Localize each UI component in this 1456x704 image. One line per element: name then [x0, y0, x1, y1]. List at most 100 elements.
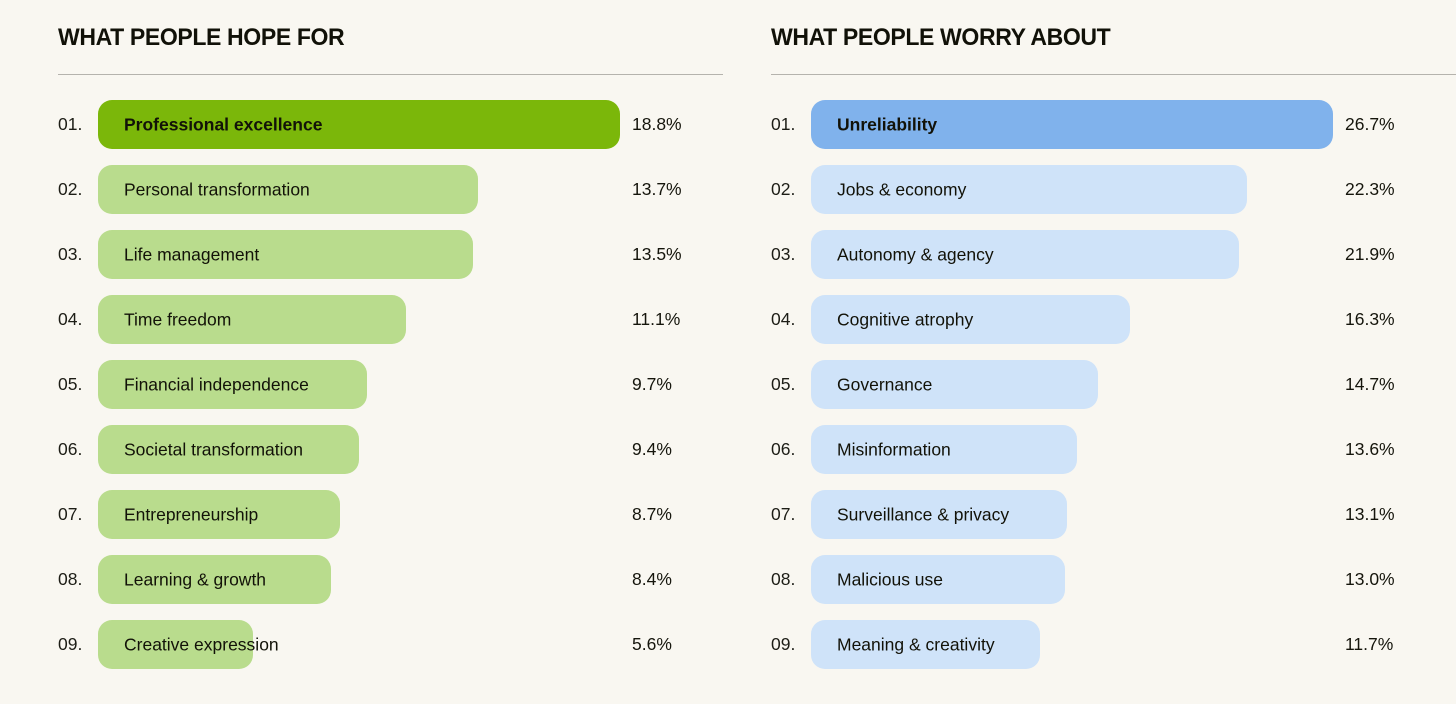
value-label: 13.1%: [1345, 504, 1395, 524]
value-label: 8.4%: [632, 569, 672, 589]
value-label: 26.7%: [1345, 114, 1395, 134]
chart-row: 08. Malicious use 13.0%: [771, 555, 1456, 604]
value-label: 11.7%: [1345, 634, 1394, 654]
chart-row: 06. Societal transformation 9.4%: [58, 425, 723, 474]
value-label: 13.7%: [632, 179, 682, 199]
bar-label: Unreliability: [837, 114, 938, 134]
value-label: 13.5%: [632, 244, 682, 264]
hopes-chart: WHAT PEOPLE HOPE FOR 01. Professional ex…: [58, 24, 723, 685]
value-label: 21.9%: [1345, 244, 1395, 264]
bar-track: Meaning & creativity: [811, 620, 1333, 669]
rank-label: 09.: [58, 634, 83, 654]
bar: [811, 490, 1068, 539]
bar-label: Personal transformation: [124, 179, 310, 199]
chart-row: 07. Surveillance & privacy 13.1%: [771, 490, 1456, 539]
hopes-chart-title: WHAT PEOPLE HOPE FOR: [58, 24, 345, 51]
bar-label: Professional excellence: [124, 114, 323, 134]
bar: [98, 555, 332, 604]
divider: [58, 74, 723, 75]
rank-label: 04.: [58, 309, 83, 329]
bar-track: Professional excellence: [98, 100, 620, 149]
bar-track: Unreliability: [811, 100, 1333, 149]
bar-track: Creative expression: [98, 620, 620, 669]
bar-label: Jobs & economy: [837, 179, 967, 199]
rank-label: 05.: [771, 374, 796, 394]
bar: [811, 425, 1077, 474]
chart-row: 04. Cognitive atrophy 16.3%: [771, 295, 1456, 344]
value-label: 18.8%: [632, 114, 682, 134]
bar-track: Societal transformation: [98, 425, 620, 474]
bar: [98, 295, 407, 344]
worries-chart-title: WHAT PEOPLE WORRY ABOUT: [771, 24, 1111, 51]
rank-label: 04.: [771, 309, 796, 329]
bar-label: Meaning & creativity: [837, 634, 995, 654]
chart-row: 05. Financial independence 9.7%: [58, 360, 723, 409]
bar-label: Entrepreneurship: [124, 504, 259, 524]
bar-track: Time freedom: [98, 295, 620, 344]
chart-row: 03. Life management 13.5%: [58, 230, 723, 279]
rows: 01. Unreliability 26.7% 02. Jobs & econo…: [771, 100, 1456, 669]
bar: [811, 620, 1040, 669]
bar-track: Entrepreneurship: [98, 490, 620, 539]
value-label: 14.7%: [1345, 374, 1395, 394]
bar-track: Surveillance & privacy: [811, 490, 1333, 539]
value-label: 13.6%: [1345, 439, 1395, 459]
bar: [811, 230, 1240, 279]
bar-label: Malicious use: [837, 569, 944, 589]
bar-label: Surveillance & privacy: [837, 504, 1010, 524]
bar-label: Time freedom: [124, 309, 232, 329]
value-label: 9.7%: [632, 374, 672, 394]
bar: [98, 230, 473, 279]
chart-row: 04. Time freedom 11.1%: [58, 295, 723, 344]
bar-label: Creative expression: [124, 634, 279, 654]
divider: [771, 74, 1456, 75]
rank-label: 01.: [58, 114, 83, 134]
bar-label: Cognitive atrophy: [837, 309, 974, 329]
rank-label: 08.: [771, 569, 796, 589]
bar-label: Life management: [124, 244, 260, 264]
bar: [98, 360, 368, 409]
chart-row: 05. Governance 14.7%: [771, 360, 1456, 409]
chart-row: 03. Autonomy & agency 21.9%: [771, 230, 1456, 279]
rank-label: 05.: [58, 374, 83, 394]
chart-row: 01. Professional excellence 18.8%: [58, 100, 723, 149]
chart-row: 09. Creative expression 5.6%: [58, 620, 723, 669]
bar: [98, 165, 479, 214]
infographic: WHAT PEOPLE HOPE FOR 01. Professional ex…: [58, 24, 1456, 685]
bar-track: Personal transformation: [98, 165, 620, 214]
bar: [811, 360, 1099, 409]
rank-label: 09.: [771, 634, 796, 654]
value-label: 13.0%: [1345, 569, 1395, 589]
bar-label: Misinformation: [837, 439, 951, 459]
chart-row: 09. Meaning & creativity 11.7%: [771, 620, 1456, 669]
rank-label: 06.: [58, 439, 83, 459]
rank-label: 02.: [771, 179, 796, 199]
bar-label: Financial independence: [124, 374, 309, 394]
bar-track: Financial independence: [98, 360, 620, 409]
chart-row: 02. Personal transformation 13.7%: [58, 165, 723, 214]
value-label: 8.7%: [632, 504, 672, 524]
value-label: 5.6%: [632, 634, 672, 654]
bar-track: Life management: [98, 230, 620, 279]
bar-label: Learning & growth: [124, 569, 267, 589]
bar-track: Autonomy & agency: [811, 230, 1333, 279]
bar-track: Governance: [811, 360, 1333, 409]
rank-label: 07.: [771, 504, 796, 524]
bar-track: Cognitive atrophy: [811, 295, 1333, 344]
bar-track: Misinformation: [811, 425, 1333, 474]
bar: [811, 165, 1247, 214]
rank-label: 03.: [58, 244, 83, 264]
bar-track: Jobs & economy: [811, 165, 1333, 214]
rank-label: 06.: [771, 439, 796, 459]
rows: 01. Professional excellence 18.8% 02. Pe…: [58, 100, 723, 669]
value-label: 11.1%: [632, 309, 681, 329]
bar: [811, 295, 1130, 344]
rank-label: 02.: [58, 179, 83, 199]
bar: [98, 490, 340, 539]
rank-label: 03.: [771, 244, 796, 264]
chart-row: 02. Jobs & economy 22.3%: [771, 165, 1456, 214]
rank-label: 08.: [58, 569, 83, 589]
rank-label: 01.: [771, 114, 796, 134]
chart-row: 08. Learning & growth 8.4%: [58, 555, 723, 604]
bar: [811, 555, 1066, 604]
